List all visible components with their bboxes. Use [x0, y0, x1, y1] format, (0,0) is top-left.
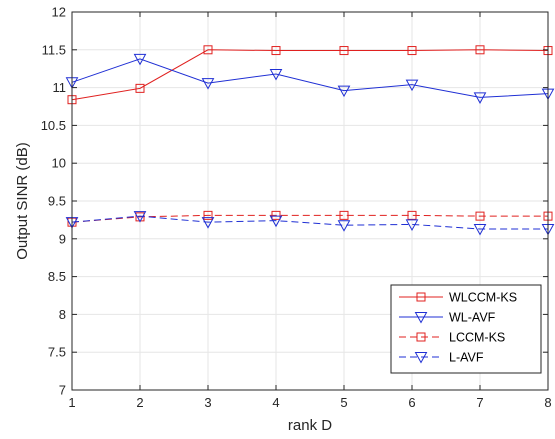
legend-marker-wl-avf	[414, 312, 428, 324]
data-point-l-avf	[337, 220, 351, 232]
legend-entry-l-avf: L-AVF	[399, 351, 484, 365]
legend-entry-wlccm-ks: WLCCM-KS	[399, 291, 517, 305]
series-l-avf	[65, 211, 555, 236]
data-point-l-avf	[201, 217, 215, 229]
legend-box	[390, 284, 542, 374]
legend-label-l-avf: L-AVF	[449, 351, 484, 365]
legend-marker-lccm-ks	[416, 332, 426, 342]
x-tick-label: 3	[204, 395, 211, 410]
data-point-wl-avf	[337, 85, 351, 98]
y-tick-label: 11	[53, 80, 67, 95]
data-point-wl-avf	[133, 53, 147, 66]
data-point-lccm-ks	[339, 210, 349, 220]
data-point-l-avf	[269, 215, 283, 228]
data-point-lccm-ks	[203, 210, 213, 220]
x-tick-label: 2	[136, 395, 143, 410]
x-tick-label: 6	[408, 395, 415, 410]
y-tick-label: 9	[59, 231, 66, 246]
y-tick-label: 9.5	[48, 194, 66, 209]
series-line-l-avf	[71, 215, 548, 230]
legend-label-lccm-ks: LCCM-KS	[449, 331, 505, 345]
y-tick-label: 7.5	[48, 345, 66, 360]
legend-label-wl-avf: WL-AVF	[449, 311, 496, 325]
series-line-wl-avf	[71, 58, 549, 98]
legend: WLCCM-KS WL-AVF LCCM-KS L-AVF	[390, 284, 542, 374]
data-point-wl-avf	[405, 79, 419, 92]
data-point-l-avf	[405, 219, 419, 231]
series-line-lccm-ks	[71, 214, 548, 223]
data-point-wl-avf	[201, 78, 215, 90]
data-point-wl-avf	[473, 92, 487, 104]
x-tick-label: 8	[544, 395, 551, 410]
data-point-lccm-ks	[475, 211, 485, 221]
data-point-wlccm-ks	[339, 46, 349, 56]
data-point-lccm-ks	[407, 210, 417, 220]
data-point-lccm-ks	[271, 210, 281, 220]
legend-entry-wl-avf: WL-AVF	[399, 311, 496, 325]
y-tick-label: 7	[59, 383, 66, 398]
series-wl-avf	[65, 53, 555, 104]
legend-marker-wlccm-ks	[416, 292, 426, 302]
data-point-l-avf	[473, 223, 487, 236]
x-tick-label: 5	[340, 395, 347, 410]
data-point-wlccm-ks	[203, 45, 213, 55]
legend-marker-l-avf	[414, 352, 428, 364]
series-line-wlccm-ks	[71, 49, 549, 101]
data-point-wl-avf	[269, 68, 283, 81]
y-tick-label: 8	[59, 307, 66, 322]
y-tick-label: 8.5	[48, 269, 66, 284]
y-tick-label: 12	[52, 5, 66, 20]
data-point-wlccm-ks	[407, 46, 417, 56]
data-point-wlccm-ks	[271, 46, 281, 56]
data-point-wlccm-ks	[475, 45, 485, 55]
series-layer	[65, 45, 555, 236]
y-axis-label: Output SINR (dB)	[14, 142, 31, 260]
y-tick-label: 11.5	[42, 42, 66, 57]
x-tick-label: 4	[272, 395, 279, 410]
legend-label-wlccm-ks: WLCCM-KS	[449, 291, 517, 305]
legend-entry-lccm-ks: LCCM-KS	[399, 331, 505, 345]
data-point-wlccm-ks	[135, 83, 145, 93]
x-tick-label: 7	[476, 395, 483, 410]
x-axis-label: rank D	[288, 417, 332, 434]
data-point-l-avf	[133, 211, 147, 223]
y-tick-label: 10.5	[41, 118, 66, 133]
y-tick-label: 10	[52, 156, 66, 171]
x-tick-label: 1	[68, 395, 75, 410]
